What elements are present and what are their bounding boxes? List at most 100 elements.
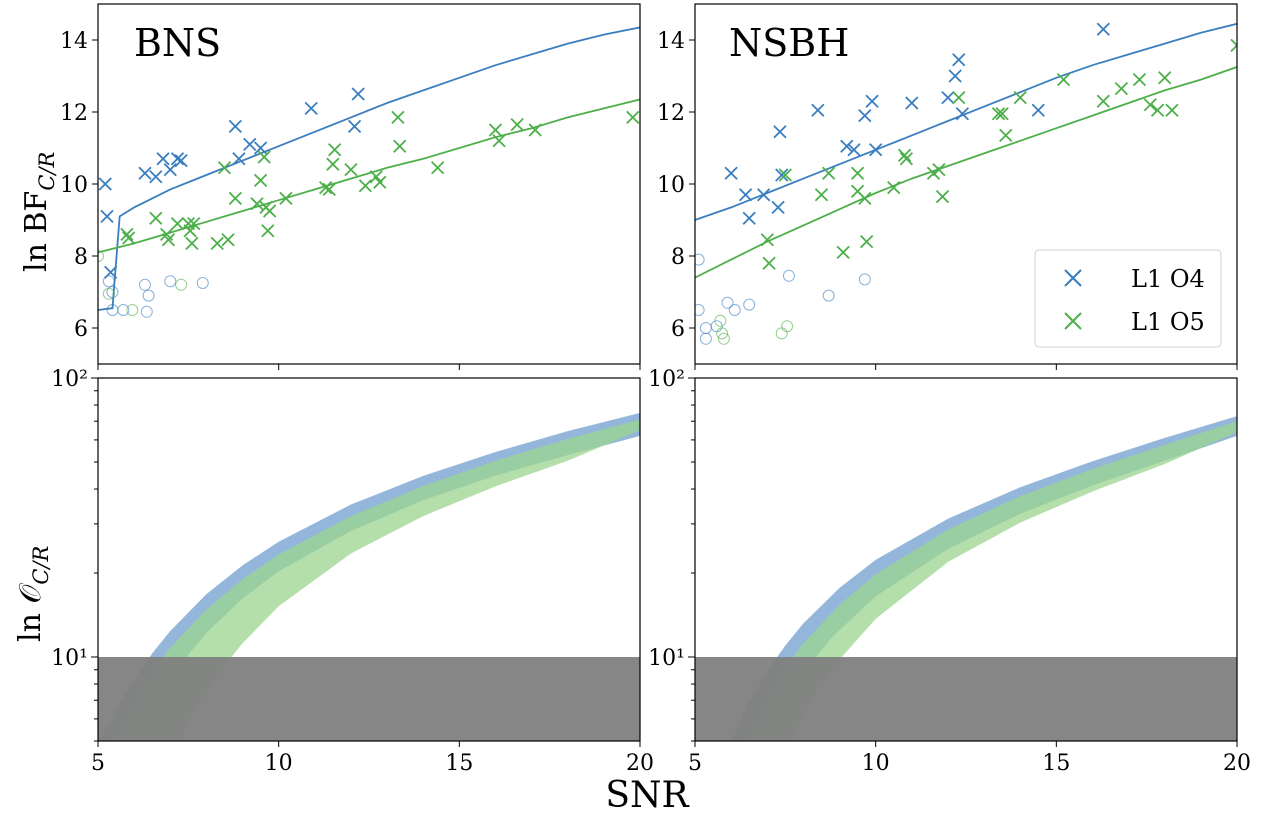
point-cross-l1-o4 [347, 119, 362, 134]
point-cross-l1-o5 [149, 211, 163, 225]
point-cross-l1-o4 [738, 188, 753, 202]
legend: L1 O4 L1 O5 [1034, 249, 1222, 348]
point-cross-l1-o4 [304, 101, 318, 116]
point-cross-l1-o5 [899, 152, 914, 166]
point-cross-l1-o5 [326, 157, 340, 171]
point-cross-l1-o4 [941, 90, 955, 105]
x-tick-label: 20 [626, 751, 654, 776]
point-cross-l1-o4 [98, 177, 112, 191]
y-axis-title-bottom: ln 𝒪C/R [13, 545, 53, 642]
point-cross-l1-o5 [1150, 103, 1165, 117]
x-tick-label: 10 [862, 751, 890, 776]
fit-line-l1-o4 [98, 26, 640, 311]
point-circle-l1-o5 [714, 314, 727, 327]
point-circle-l1-o4 [695, 253, 705, 266]
x-tick-label: 15 [445, 751, 473, 776]
point-cross-l1-o5 [253, 173, 268, 188]
point-cross-l1-o4 [847, 143, 861, 157]
x-tick-label: 15 [1042, 751, 1070, 776]
point-cross-l1-o5 [319, 180, 333, 195]
point-cross-l1-o5 [762, 256, 776, 270]
point-cross-l1-o5 [328, 143, 342, 157]
plot-area [98, 412, 640, 741]
point-circle-l1-o5 [98, 250, 104, 262]
point-circle-l1-o4 [102, 275, 115, 288]
point-circle-l1-o4 [858, 273, 871, 286]
point-cross-l1-o5 [510, 117, 524, 132]
point-cross-l1-o5 [1158, 71, 1172, 85]
y-tick-label: 10² [648, 367, 685, 392]
point-cross-l1-o5 [221, 233, 235, 247]
axes-frame [97, 377, 641, 742]
point-cross-l1-o5 [262, 204, 277, 218]
point-cross-l1-o4 [163, 162, 177, 177]
point-cross-l1-o4 [100, 209, 114, 224]
x-tick-label: 5 [91, 751, 105, 776]
y-tick-label: 10¹ [648, 646, 685, 671]
point-circle-l1-o4 [138, 278, 151, 291]
x-tick-label: 10 [265, 751, 293, 776]
point-circle-l1-o5 [126, 304, 139, 316]
point-cross-l1-o5 [1230, 38, 1237, 53]
y-tick-label: 12 [657, 101, 685, 126]
point-cross-l1-o4 [351, 87, 365, 101]
excluded-region [695, 657, 1237, 741]
point-cross-l1-o5 [626, 110, 640, 125]
point-cross-l1-o5 [935, 189, 950, 204]
y-tick-label: 14 [657, 29, 685, 54]
point-cross-l1-o4 [840, 139, 854, 153]
point-cross-l1-o4 [955, 107, 970, 121]
point-cross-l1-o4 [232, 152, 246, 166]
point-cross-l1-o4 [775, 168, 789, 182]
point-cross-l1-o5 [932, 162, 946, 177]
y-tick-label: 6 [671, 317, 685, 342]
point-cross-l1-o5 [778, 168, 792, 182]
point-cross-l1-o5 [1114, 81, 1129, 96]
legend-marker-o4 [1064, 269, 1082, 287]
y-tick-label: 12 [60, 101, 88, 126]
point-cross-l1-o4 [253, 141, 268, 155]
point-cross-l1-o4 [865, 94, 879, 108]
y-tick-label: 8 [74, 245, 88, 270]
point-circle-l1-o5 [716, 327, 729, 340]
point-circle-l1-o4 [142, 289, 155, 302]
point-circle-l1-o4 [728, 304, 741, 316]
point-cross-l1-o5 [373, 175, 387, 189]
point-cross-l1-o5 [991, 107, 1006, 121]
point-cross-l1-o4 [757, 188, 771, 202]
legend-label-o4: L1 O4 [1131, 265, 1205, 293]
point-cross-l1-o5 [952, 90, 966, 105]
plot-area [695, 22, 1237, 345]
point-cross-l1-o5 [358, 179, 373, 193]
point-circle-l1-o4 [695, 304, 705, 316]
point-cross-l1-o4 [773, 125, 787, 139]
point-cross-l1-o4 [811, 103, 825, 117]
point-cross-l1-o5 [1132, 72, 1147, 87]
x-tick-label: 20 [1223, 751, 1251, 776]
point-cross-l1-o5 [391, 110, 405, 125]
point-circle-l1-o5 [775, 327, 788, 340]
y-tick-label: 6 [74, 317, 88, 342]
point-cross-l1-o5 [859, 234, 874, 249]
point-cross-l1-o5 [488, 123, 503, 137]
point-circle-l1-o5 [175, 278, 188, 291]
point-cross-l1-o5 [187, 216, 201, 231]
y-tick-label: 10² [51, 367, 88, 392]
legend-box [1034, 249, 1222, 348]
point-circle-l1-o4 [140, 305, 153, 318]
y-tick-label: 10¹ [51, 646, 88, 671]
x-tick-label: 5 [688, 751, 702, 776]
y-tick-label: 14 [60, 29, 88, 54]
point-cross-l1-o4 [138, 166, 152, 180]
point-circle-l1-o4 [721, 296, 734, 309]
point-circle-l1-o4 [164, 275, 177, 288]
point-cross-l1-o5 [995, 107, 1009, 121]
point-cross-l1-o5 [257, 150, 271, 164]
point-cross-l1-o4 [858, 108, 872, 123]
fit-line-l1-o5 [98, 98, 640, 254]
point-cross-l1-o4 [771, 200, 785, 215]
point-cross-l1-o5 [161, 233, 176, 247]
panel-bns-odds: 5 10 15 20 10¹ 10² [51, 367, 654, 776]
point-cross-l1-o5 [814, 188, 829, 202]
